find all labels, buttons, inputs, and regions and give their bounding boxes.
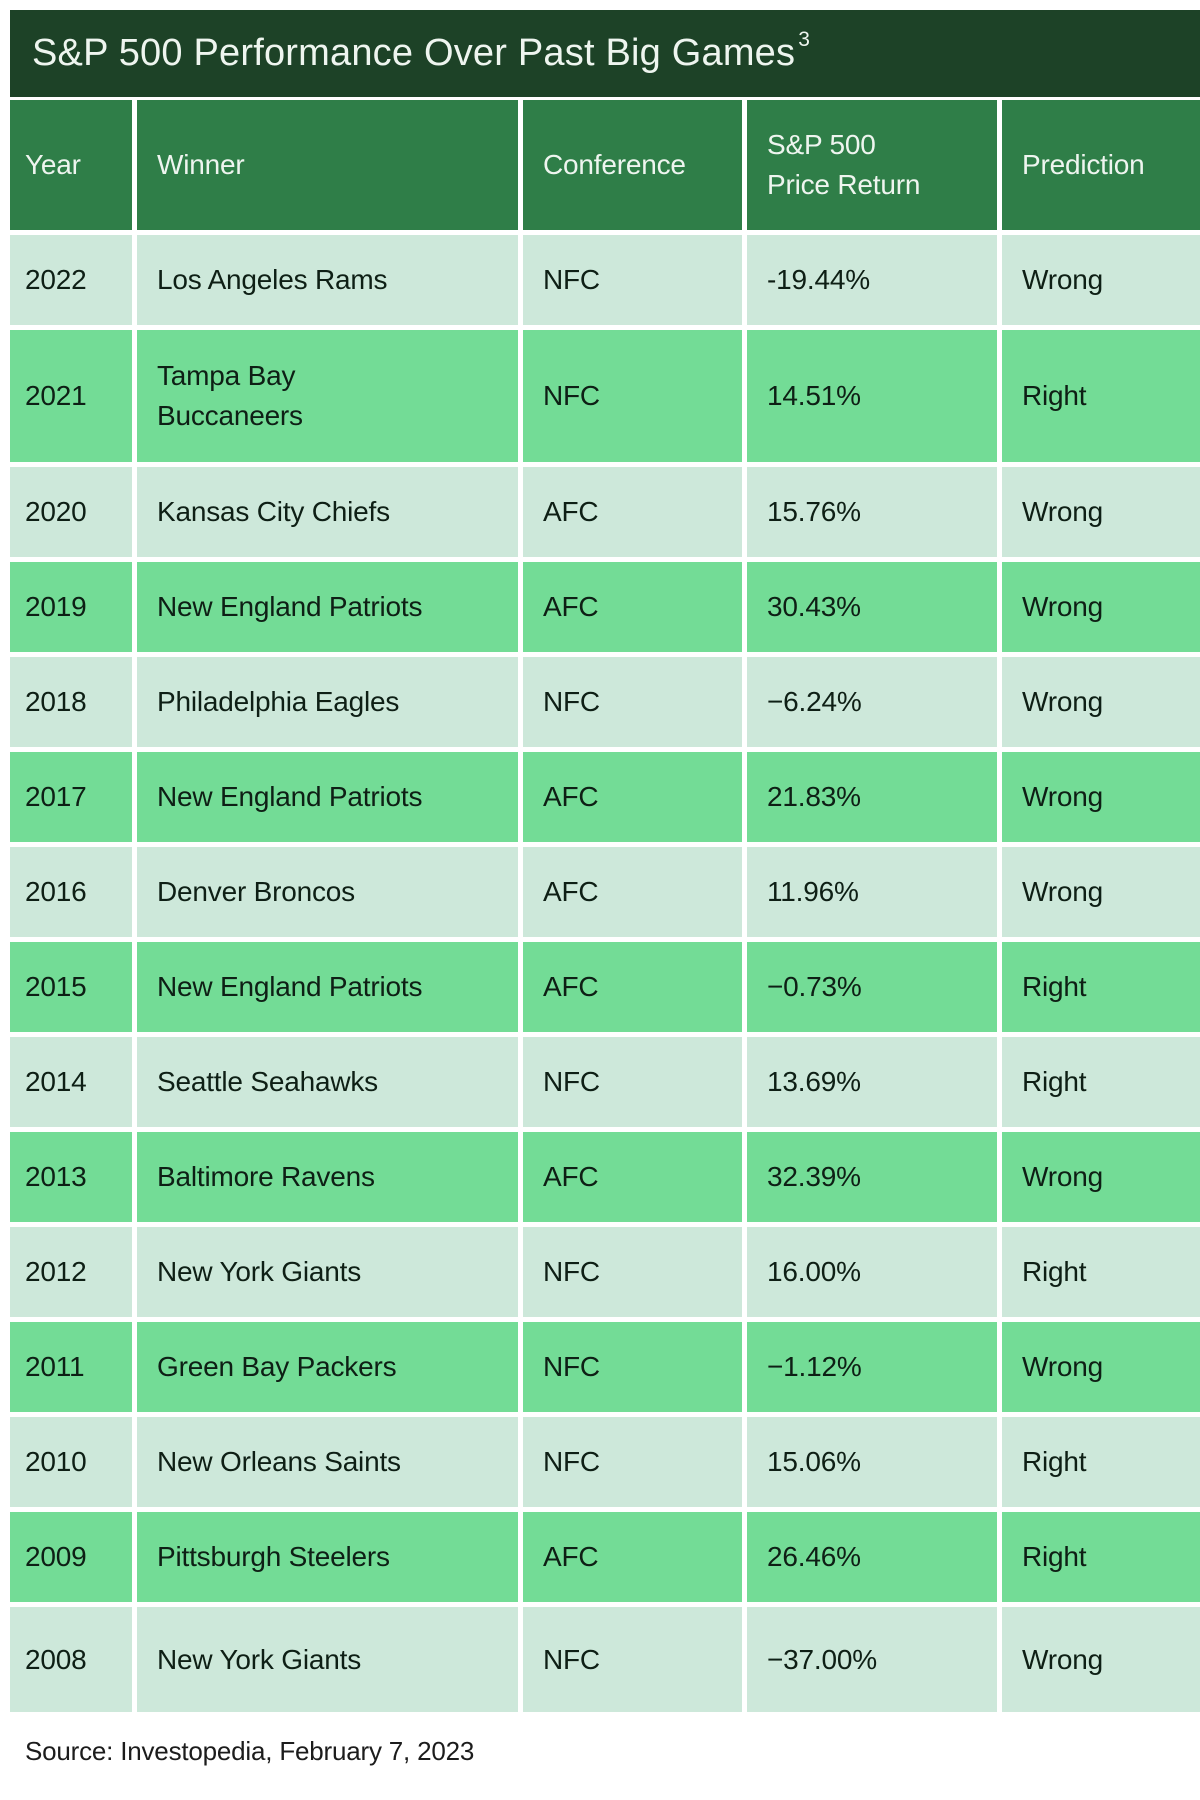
cell-price-return: 15.06%: [747, 1417, 997, 1507]
cell-price-return: 11.96%: [747, 847, 997, 937]
cell-winner: Denver Broncos: [137, 847, 518, 937]
cell-winner: New York Giants: [137, 1607, 518, 1712]
cell-price-return: 21.83%: [747, 752, 997, 842]
cell-price-return: 14.51%: [747, 330, 997, 462]
column-header-winner: Winner: [137, 100, 518, 230]
cell-year: 2011: [10, 1322, 132, 1412]
cell-winner: New England Patriots: [137, 752, 518, 842]
cell-winner: Tampa Bay Buccaneers: [137, 330, 518, 462]
cell-conference: AFC: [523, 1132, 742, 1222]
cell-year: 2012: [10, 1227, 132, 1317]
cell-winner: Baltimore Ravens: [137, 1132, 518, 1222]
cell-conference: AFC: [523, 752, 742, 842]
cell-winner: New England Patriots: [137, 942, 518, 1032]
cell-price-return: −1.12%: [747, 1322, 997, 1412]
cell-price-return: 13.69%: [747, 1037, 997, 1127]
cell-prediction: Wrong: [1002, 1322, 1200, 1412]
cell-winner: Kansas City Chiefs: [137, 467, 518, 557]
cell-price-return: 30.43%: [747, 562, 997, 652]
cell-prediction: Right: [1002, 1037, 1200, 1127]
cell-conference: NFC: [523, 1607, 742, 1712]
cell-winner: Green Bay Packers: [137, 1322, 518, 1412]
cell-year: 2017: [10, 752, 132, 842]
cell-winner: Pittsburgh Steelers: [137, 1512, 518, 1602]
cell-price-return: 16.00%: [747, 1227, 997, 1317]
cell-year: 2019: [10, 562, 132, 652]
cell-year: 2016: [10, 847, 132, 937]
cell-year: 2014: [10, 1037, 132, 1127]
cell-conference: AFC: [523, 1512, 742, 1602]
cell-price-return: 32.39%: [747, 1132, 997, 1222]
cell-year: 2022: [10, 235, 132, 325]
cell-conference: NFC: [523, 1417, 742, 1507]
cell-year: 2009: [10, 1512, 132, 1602]
cell-winner: Los Angeles Rams: [137, 235, 518, 325]
cell-conference: NFC: [523, 1037, 742, 1127]
table: Year Winner Conference S&P 500 Price Return…: [10, 100, 1200, 1712]
cell-conference: AFC: [523, 847, 742, 937]
cell-prediction: Right: [1002, 1512, 1200, 1602]
column-header-conference: Conference: [523, 100, 742, 230]
cell-winner: Seattle Seahawks: [137, 1037, 518, 1127]
cell-winner: Philadelphia Eagles: [137, 657, 518, 747]
cell-price-return: -19.44%: [747, 235, 997, 325]
cell-conference: AFC: [523, 942, 742, 1032]
cell-prediction: Wrong: [1002, 657, 1200, 747]
cell-year: 2021: [10, 330, 132, 462]
cell-year: 2013: [10, 1132, 132, 1222]
title-superscript: 3: [798, 27, 811, 51]
cell-prediction: Wrong: [1002, 1607, 1200, 1712]
cell-year: 2020: [10, 467, 132, 557]
column-header-prediction: Prediction: [1002, 100, 1200, 230]
cell-prediction: Right: [1002, 942, 1200, 1032]
cell-prediction: Wrong: [1002, 752, 1200, 842]
cell-conference: NFC: [523, 1322, 742, 1412]
column-header-year: Year: [10, 100, 132, 230]
cell-prediction: Wrong: [1002, 235, 1200, 325]
cell-prediction: Wrong: [1002, 1132, 1200, 1222]
cell-prediction: Wrong: [1002, 467, 1200, 557]
cell-year: 2010: [10, 1417, 132, 1507]
cell-price-return: 15.76%: [747, 467, 997, 557]
source-attribution: Source: Investopedia, February 7, 2023: [25, 1736, 475, 1766]
column-header-price-return: S&P 500 Price Return: [747, 100, 997, 230]
cell-conference: NFC: [523, 235, 742, 325]
title-bar: S&P 500 Performance Over Past Big Games 3: [10, 10, 1200, 97]
cell-conference: NFC: [523, 1227, 742, 1317]
cell-winner: New Orleans Saints: [137, 1417, 518, 1507]
cell-winner: New York Giants: [137, 1227, 518, 1317]
cell-price-return: 26.46%: [747, 1512, 997, 1602]
page-title: S&P 500 Performance Over Past Big Games: [32, 32, 796, 74]
cell-conference: AFC: [523, 562, 742, 652]
cell-prediction: Right: [1002, 1417, 1200, 1507]
cell-conference: AFC: [523, 467, 742, 557]
cell-price-return: −37.00%: [747, 1607, 997, 1712]
cell-conference: NFC: [523, 330, 742, 462]
cell-price-return: −6.24%: [747, 657, 997, 747]
cell-prediction: Wrong: [1002, 562, 1200, 652]
cell-winner: New England Patriots: [137, 562, 518, 652]
cell-price-return: −0.73%: [747, 942, 997, 1032]
cell-year: 2015: [10, 942, 132, 1032]
cell-prediction: Right: [1002, 1227, 1200, 1317]
cell-prediction: Wrong: [1002, 847, 1200, 937]
cell-prediction: Right: [1002, 330, 1200, 462]
cell-year: 2008: [10, 1607, 132, 1712]
cell-conference: NFC: [523, 657, 742, 747]
cell-year: 2018: [10, 657, 132, 747]
